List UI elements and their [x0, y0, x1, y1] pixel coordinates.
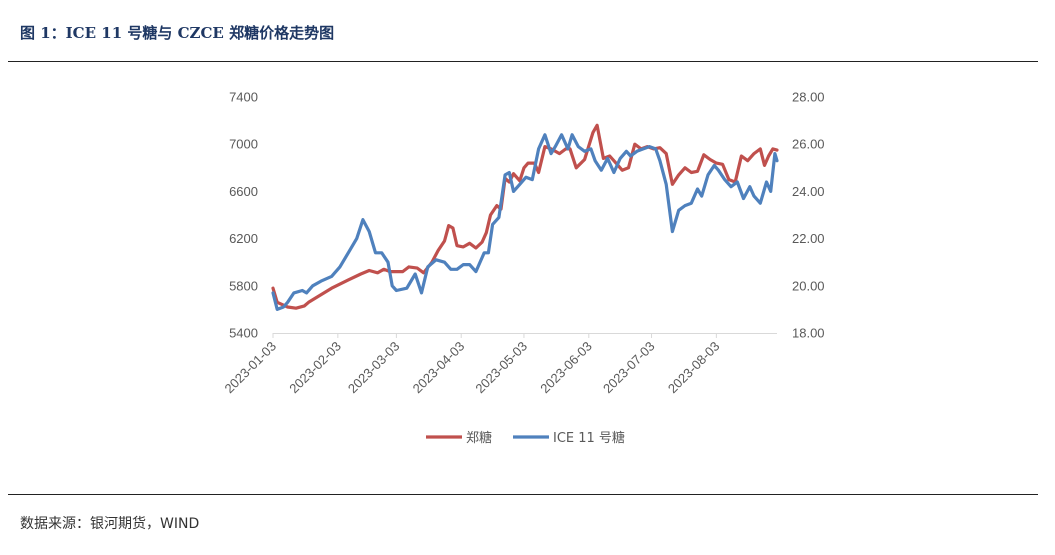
left-tick-label: 7000: [229, 137, 258, 152]
series-line-zhengtang: [271, 123, 779, 310]
right-tick-label: 26.00: [792, 137, 825, 152]
right-tick-label: 22.00: [792, 231, 825, 246]
series-line-ice: [271, 133, 779, 311]
bottom-rule: [8, 494, 1038, 495]
left-tick-label: 5800: [229, 278, 258, 293]
x-tick-label: 2023-06-03: [537, 339, 595, 397]
right-axis: 28.00 26.00 24.00 22.00 20.00 18.00: [792, 90, 825, 341]
x-tick-label: 2023-01-03: [221, 339, 279, 397]
left-tick-label: 6600: [229, 184, 258, 199]
left-tick-label: 5400: [229, 326, 258, 341]
right-tick-label: 20.00: [792, 278, 825, 293]
x-tick-label: 2023-04-03: [410, 339, 468, 397]
left-tick-label: 7400: [229, 90, 258, 105]
x-tick-label: 2023-08-03: [665, 339, 723, 397]
right-tick-label: 24.00: [792, 184, 825, 199]
right-tick-label: 18.00: [792, 326, 825, 341]
top-rule: [8, 61, 1038, 62]
x-tick-label: 2023-02-03: [286, 339, 344, 397]
left-tick-label: 6200: [229, 231, 258, 246]
x-axis: 2023-01-03 2023-02-03 2023-03-03 2023-04-03…: [221, 333, 722, 396]
x-tick-label: 2023-05-03: [472, 339, 530, 397]
right-tick-label: 28.00: [792, 90, 825, 105]
figure-title: 图 1：ICE 11 号糖与 CZCE 郑糖价格走势图: [20, 24, 335, 42]
source-note: 数据来源：银河期货，WIND: [20, 516, 200, 532]
left-axis: 7400 7000 6600 6200 5800 5400: [229, 90, 258, 341]
legend: 郑糖 ICE 11 号糖: [426, 430, 625, 446]
series-layer: [271, 123, 779, 311]
x-tick-label: 2023-03-03: [345, 339, 403, 397]
x-tick-label: 2023-07-03: [600, 339, 658, 397]
legend-item-zhengtang-label: 郑糖: [466, 430, 492, 446]
legend-item-ice-label: ICE 11 号糖: [553, 430, 625, 446]
